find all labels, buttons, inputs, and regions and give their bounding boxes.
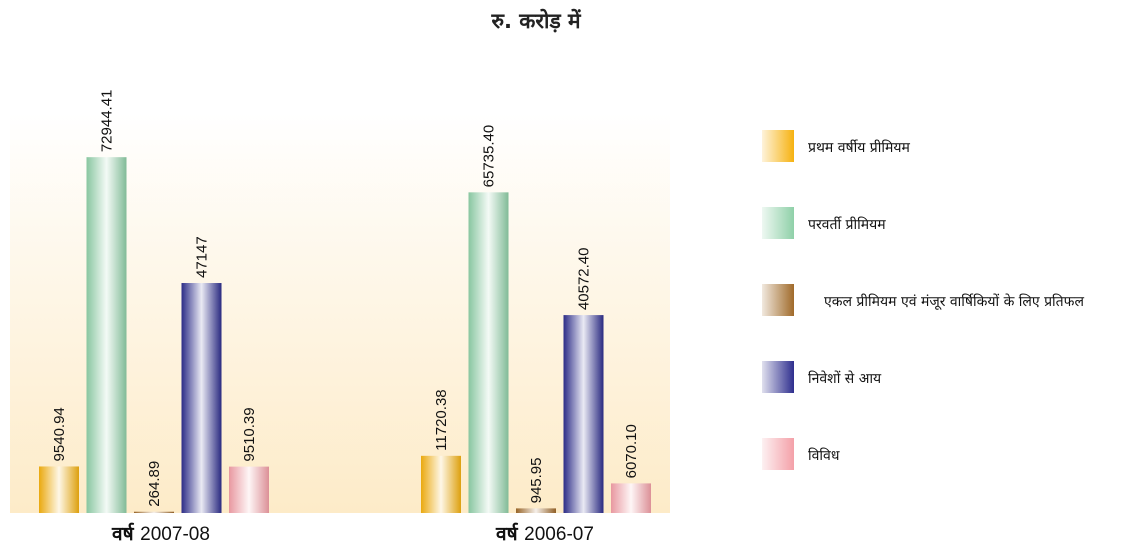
legend-swatch-first-year-premium bbox=[762, 130, 794, 162]
value-label-investment-income-2006-07: 40572.40 bbox=[576, 248, 593, 311]
value-label-renewal-premium-2006-07: 65735.40 bbox=[481, 125, 498, 188]
category-year: 2007-08 bbox=[140, 524, 210, 545]
bar-renewal-premium-2007-08 bbox=[86, 157, 127, 513]
legend-swatch-investment-income bbox=[762, 361, 794, 393]
legend-swatch-single-premium bbox=[762, 284, 794, 316]
chart-title: रु. करोड़ में bbox=[490, 8, 582, 33]
value-label-single-premium-2007-08: 264.89 bbox=[146, 461, 163, 507]
bar-miscellaneous-2007-08 bbox=[229, 466, 269, 513]
legend-label-miscellaneous: विविध bbox=[808, 447, 840, 464]
value-label-first-year-premium-2007-08: 9540.94 bbox=[51, 407, 68, 461]
legend-swatch-miscellaneous bbox=[762, 438, 794, 470]
value-label-renewal-premium-2007-08: 72944.41 bbox=[99, 90, 116, 153]
legend-label-first-year-premium: प्रथम वर्षीय प्रीमियम bbox=[808, 139, 911, 156]
category-prefix: वर्ष bbox=[111, 522, 140, 545]
bar-investment-income-2006-07 bbox=[563, 315, 604, 513]
legend-label-investment-income: निवेशों से आय bbox=[808, 370, 882, 387]
bar-first-year-premium-2007-08 bbox=[39, 466, 79, 513]
value-label-first-year-premium-2006-07: 11720.38 bbox=[433, 389, 450, 450]
value-label-miscellaneous-2007-08: 9510.39 bbox=[241, 407, 258, 461]
bar-first-year-premium-2006-07 bbox=[421, 455, 461, 513]
bar-renewal-premium-2006-07 bbox=[468, 192, 509, 513]
bar-investment-income-2007-08 bbox=[181, 283, 222, 513]
value-label-single-premium-2006-07: 945.95 bbox=[528, 457, 545, 503]
bar-miscellaneous-2006-07 bbox=[611, 483, 651, 513]
bar-single-premium-2007-08 bbox=[134, 511, 174, 513]
legend-label-single-premium: एकल प्रीमियम एवं मंजूर वार्षिकियों के लि… bbox=[824, 293, 1084, 310]
category-label-2007-08: वर्ष 2007-08 bbox=[111, 522, 210, 545]
category-year: 2006-07 bbox=[524, 524, 594, 545]
legend-label-renewal-premium: परवर्ती प्रीमियम bbox=[808, 216, 886, 233]
value-label-investment-income-2007-08: 47147 bbox=[194, 236, 211, 278]
legend-swatch-renewal-premium bbox=[762, 207, 794, 239]
category-prefix: वर्ष bbox=[495, 522, 524, 545]
bar-single-premium-2006-07 bbox=[516, 508, 556, 513]
value-label-miscellaneous-2006-07: 6070.10 bbox=[623, 424, 640, 478]
category-label-2006-07: वर्ष 2006-07 bbox=[495, 522, 594, 545]
